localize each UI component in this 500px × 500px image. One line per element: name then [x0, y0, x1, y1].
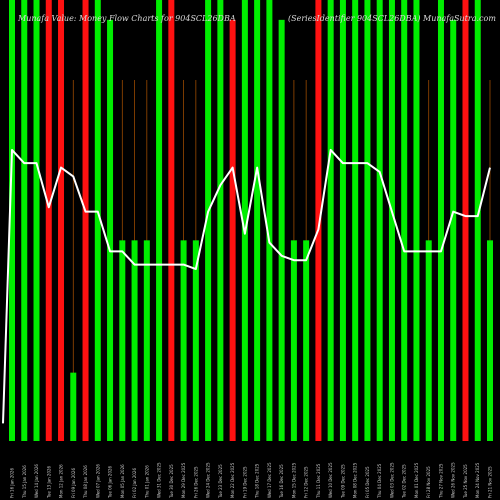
- x-tick-label: Fri 09 Jan 2026: [71, 468, 76, 498]
- bar: [94, 0, 101, 441]
- bar: [119, 240, 126, 441]
- x-tick-label: Thu 01 Jan 2026: [144, 465, 149, 499]
- x-tick-label: Tue 06 Jan 2026: [108, 465, 113, 499]
- x-tick-label: Tue 30 Dec 2025: [169, 464, 174, 499]
- x-tick-label: Fri 16 Jan 2026: [10, 468, 15, 498]
- x-tick-label: Tue 13 Jan 2026: [46, 465, 51, 499]
- bar: [205, 0, 212, 441]
- x-tick-label: Mon 05 Jan 2026: [120, 464, 125, 498]
- x-tick-label: Wed 07 Jan 2026: [95, 464, 100, 498]
- x-tick-label: Tue 09 Dec 2025: [340, 464, 345, 499]
- bar: [364, 0, 371, 441]
- bar: [168, 0, 175, 441]
- x-tick-label: Wed 14 Jan 2026: [34, 464, 39, 498]
- x-tick-label: Fri 28 Nov 2025: [426, 466, 431, 498]
- bar: [192, 240, 199, 441]
- bar: [180, 240, 187, 441]
- bar: [33, 0, 40, 441]
- bar: [107, 19, 114, 441]
- bar: [474, 0, 481, 441]
- x-tick-label: Thu 18 Dec 2025: [255, 463, 260, 499]
- bar: [339, 0, 346, 441]
- x-tick-label: Mon 22 Dec 2025: [230, 462, 235, 498]
- x-tick-label: Mon 24 Nov 2025: [475, 462, 480, 498]
- bar: [290, 240, 297, 441]
- bar: [352, 0, 359, 441]
- x-tick-label: Thu 04 Dec 2025: [377, 463, 382, 499]
- x-tick-label: Fri 21 Nov 2025: [488, 466, 493, 498]
- bar: [70, 372, 77, 441]
- bar: [229, 19, 236, 441]
- x-axis-labels: Fri 16 Jan 2026 Thu 15 Jan 2026 Wed 14 Jan…: [10, 462, 493, 499]
- x-tick-label: Fri 05 Dec 2025: [365, 466, 370, 498]
- bar: [376, 0, 383, 441]
- x-tick-label: Wed 03 Dec 2025: [389, 462, 394, 498]
- x-tick-label: Tue 16 Dec 2025: [279, 464, 284, 499]
- chart-title-left: Munafa Value: Money Flow Charts for 904S…: [17, 14, 236, 23]
- x-tick-label: Mon 15 Dec 2025: [291, 462, 296, 498]
- bar: [143, 240, 150, 441]
- x-tick-label: Mon 01 Dec 2025: [414, 462, 419, 498]
- bar: [437, 0, 444, 441]
- bar: [487, 240, 493, 441]
- bar: [401, 0, 408, 441]
- x-tick-label: Wed 26 Nov 2025: [451, 462, 456, 498]
- bar: [413, 0, 420, 441]
- x-tick-label: Tue 23 Dec 2025: [218, 464, 223, 499]
- x-tick-label: Thu 08 Jan 2026: [83, 465, 88, 499]
- bar: [217, 0, 224, 441]
- bar-series: [9, 0, 493, 441]
- x-tick-label: Fri 12 Dec 2025: [304, 466, 309, 498]
- x-tick-label: Fri 02 Jan 2026: [132, 468, 137, 498]
- bar: [425, 240, 432, 441]
- x-tick-label: Tue 02 Dec 2025: [402, 464, 407, 499]
- x-tick-label: Tue 25 Nov 2025: [463, 464, 468, 499]
- x-tick-label: Wed 24 Dec 2025: [206, 462, 211, 498]
- x-tick-label: Fri 19 Dec 2025: [242, 466, 247, 498]
- x-tick-label: Thu 15 Jan 2026: [22, 465, 27, 499]
- bar: [58, 0, 65, 441]
- bar: [327, 0, 334, 441]
- money-flow-line: [2, 148, 491, 424]
- x-tick-label: Mon 12 Jan 2026: [59, 464, 64, 498]
- chart-title-right: (SeriesIdentifier 904SCL26DBA) MunafaSut…: [288, 14, 496, 23]
- x-tick-label: Wed 10 Dec 2025: [328, 462, 333, 498]
- bar: [9, 0, 15, 441]
- x-tick-label: Thu 27 Nov 2025: [438, 463, 443, 499]
- x-tick-label: Thu 11 Dec 2025: [316, 463, 321, 499]
- x-tick-label: Wed 17 Dec 2025: [267, 462, 272, 498]
- bar: [45, 0, 52, 441]
- bar: [82, 0, 89, 441]
- bar: [278, 19, 285, 441]
- bar: [21, 0, 28, 441]
- bar: [315, 0, 322, 441]
- bar: [388, 0, 395, 441]
- bar: [156, 0, 163, 441]
- bar: [254, 0, 261, 441]
- bar: [462, 0, 469, 441]
- bar: [450, 19, 457, 441]
- bar: [131, 240, 138, 441]
- x-tick-label: Wed 31 Dec 2025: [157, 462, 162, 498]
- bar: [241, 0, 248, 441]
- bar: [266, 0, 273, 441]
- x-tick-label: Fri 26 Dec 2025: [193, 466, 198, 498]
- bar: [303, 240, 310, 441]
- x-tick-label: Mon 08 Dec 2025: [353, 462, 358, 498]
- x-tick-label: Mon 29 Dec 2025: [181, 462, 186, 498]
